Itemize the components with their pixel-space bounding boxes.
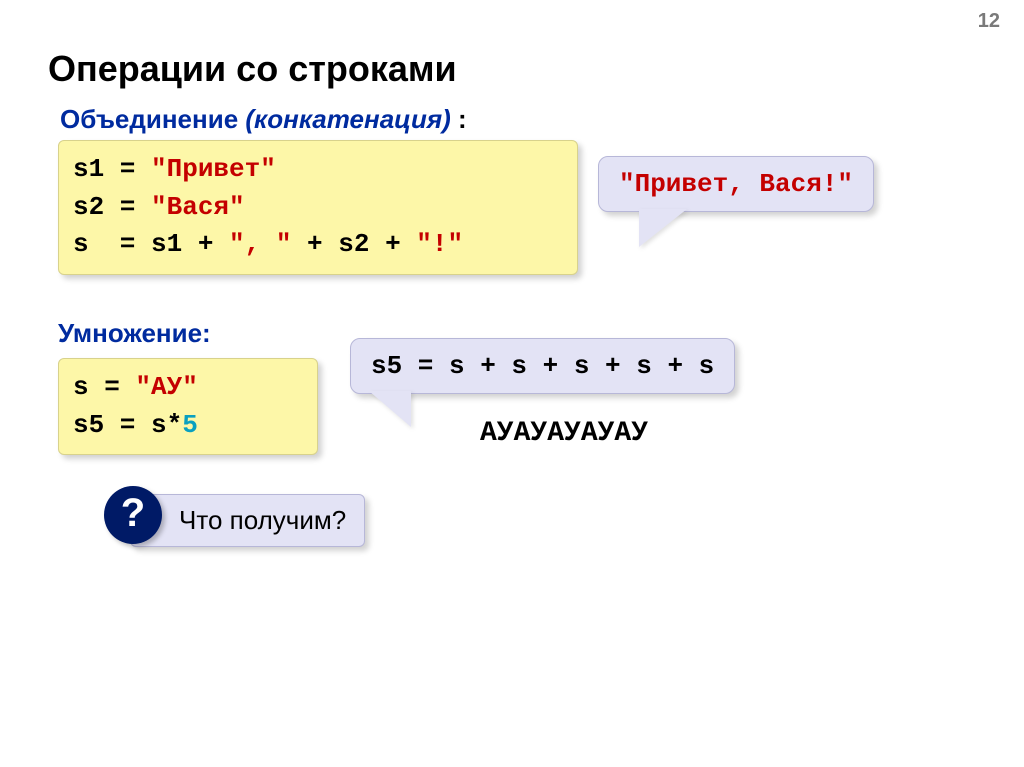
- multiply-result-text: АУАУАУАУАУ: [480, 418, 648, 449]
- section1-italic: (конкатенация): [245, 104, 450, 134]
- code-number: 5: [182, 410, 198, 440]
- code-block-multiply: s = "АУ" s5 = s*5: [58, 358, 318, 455]
- code-text: s1 =: [73, 154, 151, 184]
- code-string: "АУ": [135, 372, 197, 402]
- callout-concat-result: "Привет, Вася!": [598, 156, 874, 212]
- page-title: Операции со строками: [48, 48, 457, 90]
- section1-tail: :: [451, 104, 467, 134]
- question-box: Что получим?: [130, 494, 365, 547]
- callout-text: "Привет, Вася!": [619, 169, 853, 199]
- callout-tail-icon: [369, 391, 411, 427]
- code-text: s5 = s*: [73, 410, 182, 440]
- section1-strong: Объединение: [60, 104, 238, 134]
- code-text: s =: [73, 372, 135, 402]
- callout-tail-icon: [639, 209, 687, 247]
- section1-heading: Объединение (конкатенация) :: [60, 104, 467, 135]
- code-text: s = s1 +: [73, 229, 229, 259]
- question-mark-icon: ?: [104, 486, 162, 544]
- question-text: Что получим?: [179, 505, 346, 535]
- code-string: "Привет": [151, 154, 276, 184]
- page-number: 12: [978, 10, 1000, 33]
- section2-heading: Умножение:: [58, 318, 211, 349]
- callout-text: s5 = s + s + s + s + s: [371, 351, 714, 381]
- code-string: "!": [416, 229, 463, 259]
- code-string: "Вася": [151, 192, 245, 222]
- code-block-concat: s1 = "Привет" s2 = "Вася" s = s1 + ", " …: [58, 140, 578, 275]
- code-text: + s2 +: [291, 229, 416, 259]
- callout-multiply-expansion: s5 = s + s + s + s + s: [350, 338, 735, 394]
- code-string: ", ": [229, 229, 291, 259]
- code-text: s2 =: [73, 192, 151, 222]
